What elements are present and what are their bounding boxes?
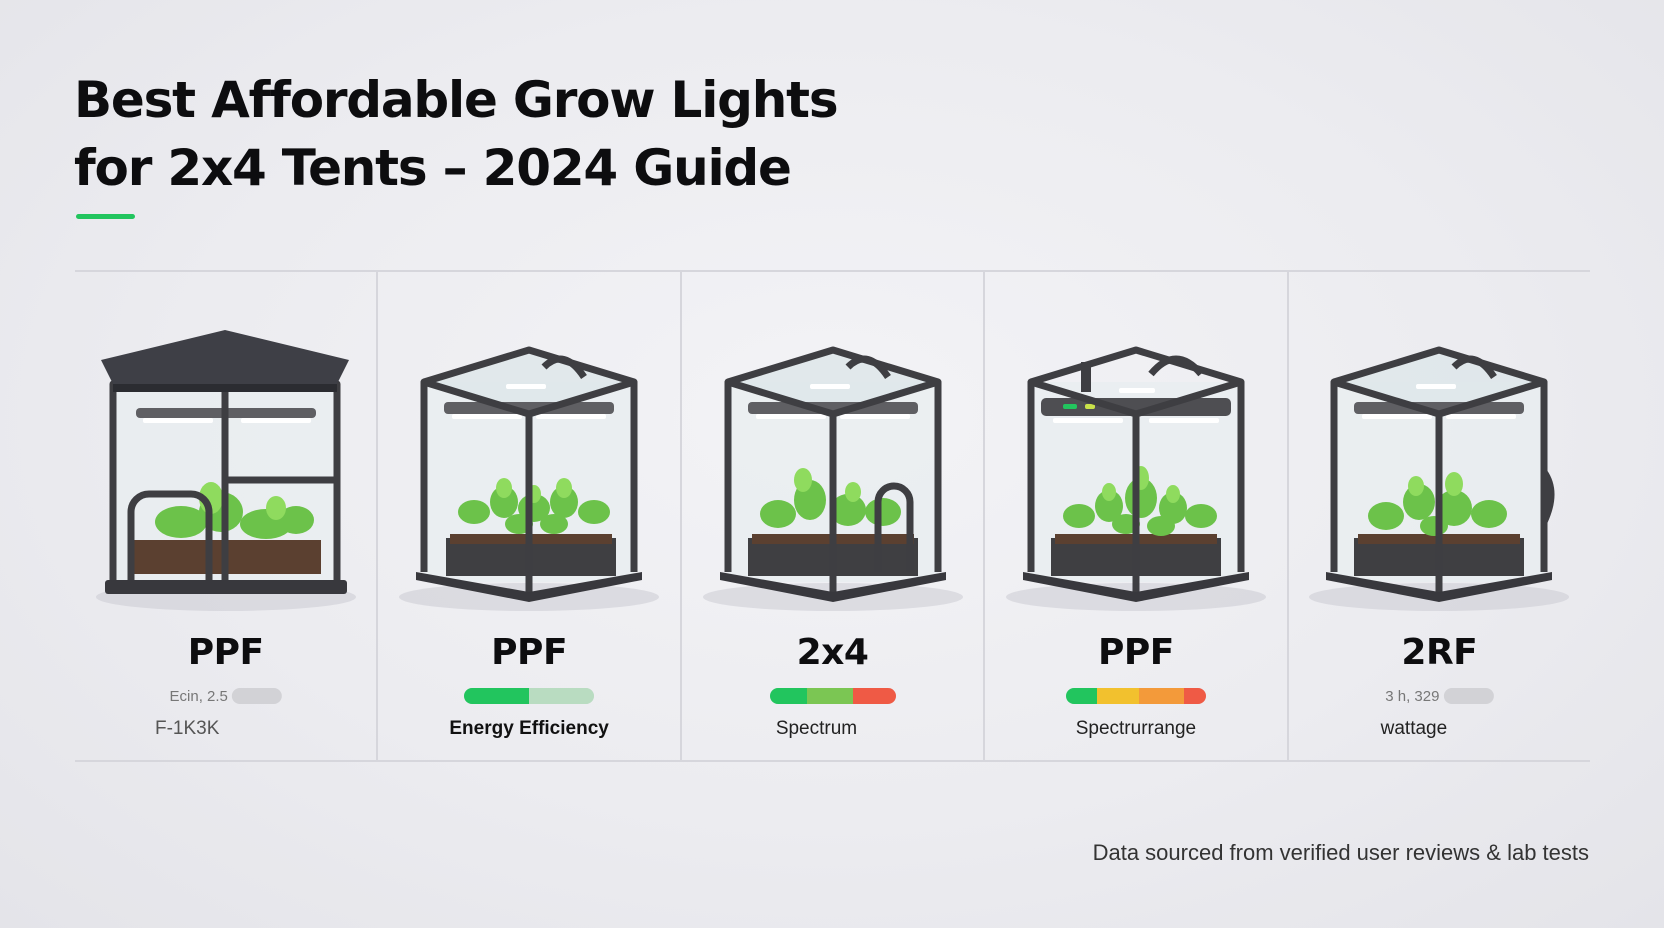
product-cards: PPF Ecin, 2.5 F-1K3K	[75, 272, 1590, 760]
card-2-metric: PPF	[491, 632, 568, 673]
grow-tent-icon	[698, 312, 968, 612]
card-1-bar-text: Ecin, 2.5	[169, 687, 228, 705]
grow-tent-icon	[394, 312, 664, 612]
bottom-divider	[75, 760, 1590, 762]
card-4-bar-yellow	[1096, 688, 1139, 704]
product-card-5[interactable]: 2RF 3 h, 329 wattage	[1286, 272, 1590, 760]
card-4-metric: PPF	[1097, 632, 1174, 673]
card-2-caption: Energy Efficiency	[449, 718, 609, 739]
card-3-bar-light-green	[807, 688, 853, 704]
grow-tent-icon	[1304, 312, 1574, 612]
page-title: Best Affordable Grow Lights for 2x4 Tent…	[74, 66, 839, 202]
card-1-metric: PPF	[187, 632, 264, 673]
card-5-bar-track	[1443, 688, 1494, 704]
product-card-4[interactable]: PPF Spectrurrange	[983, 272, 1286, 760]
card-5-caption: wattage	[1380, 718, 1448, 739]
title-accent-underline	[76, 214, 135, 219]
card-1-caption: F-1K3K	[155, 718, 220, 739]
card-1-bar-track	[231, 688, 282, 704]
card-3-caption: Spectrum	[775, 718, 858, 739]
card-3-bar-red	[852, 688, 896, 704]
card-3-spectrum-bar	[769, 688, 896, 704]
card-4-bar-orange	[1138, 688, 1184, 704]
card-4-caption: Spectrurrange	[1075, 718, 1197, 739]
card-3-metric: 2x4	[796, 632, 869, 673]
card-5-bar: 3 h, 329	[1385, 687, 1494, 705]
page-title-line-1: Best Affordable Grow Lights	[74, 71, 839, 129]
card-5-metric: 2RF	[1401, 632, 1478, 673]
card-2-bar-fill	[464, 688, 530, 704]
grow-tent-icon	[1001, 312, 1271, 612]
card-3-bar-green	[769, 688, 808, 704]
top-divider	[75, 270, 1590, 272]
card-1-bar: Ecin, 2.5	[169, 687, 282, 705]
product-card-3[interactable]: 2x4 Spectrum	[679, 272, 983, 760]
product-card-1[interactable]: PPF Ecin, 2.5 F-1K3K	[75, 272, 376, 760]
card-4-bar-green	[1065, 688, 1097, 704]
card-4-bar-red	[1183, 688, 1206, 704]
card-2-bar-fill-light	[529, 688, 595, 704]
grow-tent-icon	[91, 312, 361, 612]
card-2-efficiency-bar	[464, 688, 595, 704]
card-4-spectrum-range-bar	[1065, 688, 1206, 704]
product-card-2[interactable]: PPF Energy Efficiency	[376, 272, 679, 760]
page-title-line-2: for 2x4 Tents – 2024 Guide	[74, 139, 792, 197]
source-note: Data sourced from verified user reviews …	[1092, 840, 1589, 865]
card-5-bar-text: 3 h, 329	[1385, 687, 1440, 705]
